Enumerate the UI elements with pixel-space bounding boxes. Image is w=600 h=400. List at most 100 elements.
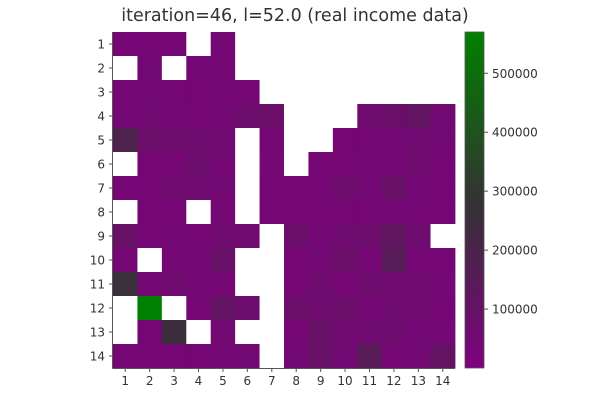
heatmap-cell [381, 272, 407, 297]
heatmap-cell [161, 104, 187, 129]
heatmap-cell [284, 296, 309, 321]
heatmap-cell [284, 344, 309, 369]
x-tick-label: 1 [121, 374, 129, 388]
heatmap-cell [186, 56, 212, 81]
heatmap-cell [381, 248, 407, 273]
heatmap-cell [381, 32, 407, 57]
heatmap-cell [430, 176, 456, 201]
heatmap-cell [186, 32, 212, 57]
heatmap-cell [430, 80, 456, 105]
heatmap-cell [259, 320, 285, 345]
heatmap-cell [430, 128, 456, 153]
y-tick-label: 13 [90, 326, 105, 340]
heatmap-cell [161, 344, 187, 369]
heatmap-cell [332, 104, 358, 129]
y-tick-label: 12 [90, 302, 105, 316]
heatmap-cell [284, 32, 309, 57]
heatmap-cell [259, 56, 285, 81]
colorbar-tick-label: 300000 [492, 185, 538, 199]
heatmap-cell [284, 320, 309, 345]
heatmap-cell [357, 224, 383, 249]
heatmap-cell [308, 80, 334, 105]
heatmap-cell [357, 344, 383, 369]
heatmap-cell [137, 224, 163, 249]
heatmap-cell [210, 248, 236, 273]
x-tick-label: 13 [411, 374, 426, 388]
heatmap-cell [113, 248, 138, 273]
x-tick-label: 6 [244, 374, 252, 388]
x-tick-label: 9 [317, 374, 325, 388]
x-tick-label: 3 [170, 374, 178, 388]
heatmap-cell [113, 224, 138, 249]
heatmap-cell [259, 80, 285, 105]
heatmap-cell [406, 272, 431, 297]
heatmap-cell [210, 152, 236, 177]
heatmap-cell [235, 200, 260, 225]
heatmap-cell [137, 128, 163, 153]
heatmap-cell [235, 56, 260, 81]
heatmap-cell [161, 128, 187, 153]
heatmap-cell [235, 176, 260, 201]
heatmap-cell [186, 344, 212, 369]
heatmap-cell [381, 344, 407, 369]
heatmap-cell [332, 320, 358, 345]
heatmap-cell [113, 80, 138, 105]
heatmap-cell [357, 80, 383, 105]
x-tick-label: 14 [435, 374, 450, 388]
heatmap-cell [332, 200, 358, 225]
heatmap-cell [259, 272, 285, 297]
heatmap-cell [284, 272, 309, 297]
heatmap-cell [308, 104, 334, 129]
x-tick-label: 11 [362, 374, 377, 388]
heatmap-cell [430, 200, 456, 225]
heatmap-cell [332, 248, 358, 273]
heatmap-cell [113, 152, 138, 177]
heatmap-cell [430, 56, 456, 81]
heatmap-cell [137, 104, 163, 129]
heatmap-cell [161, 248, 187, 273]
chart-title: iteration=46, l=52.0 (real income data) [121, 6, 469, 26]
heatmap-cell [381, 176, 407, 201]
x-tick-label: 4 [195, 374, 203, 388]
heatmap-cell [308, 32, 334, 57]
y-tick-label: 11 [90, 278, 105, 292]
heatmap-cell [161, 296, 187, 321]
y-tick-label: 14 [90, 350, 105, 364]
heatmap-cell [210, 296, 236, 321]
heatmap-cell [357, 248, 383, 273]
heatmap-cell [308, 320, 334, 345]
heatmap-cell [161, 224, 187, 249]
heatmap-cell [381, 128, 407, 153]
heatmap-cell [186, 248, 212, 273]
heatmap-cell [210, 32, 236, 57]
heatmap-cell [210, 56, 236, 81]
heatmap-cell [186, 176, 212, 201]
heatmap-cell [308, 248, 334, 273]
heatmap-cell [259, 224, 285, 249]
heatmap-cell [259, 104, 285, 129]
heatmap-cell [113, 344, 138, 369]
heatmap-cell [357, 32, 383, 57]
heatmap-cell [186, 224, 212, 249]
heatmap-cell [406, 32, 431, 57]
y-tick-label: 1 [97, 38, 105, 52]
heatmap-cell [381, 80, 407, 105]
heatmap-cell [308, 152, 334, 177]
heatmap-cell [357, 320, 383, 345]
heatmap-cell [406, 104, 431, 129]
heatmap-cell [161, 272, 187, 297]
heatmap-cell [137, 80, 163, 105]
heatmap-cell [235, 152, 260, 177]
heatmap-cell [430, 224, 456, 249]
heatmap-cell [284, 104, 309, 129]
heatmap-cell [381, 152, 407, 177]
heatmap-cell [210, 272, 236, 297]
heatmap-cell [186, 200, 212, 225]
heatmap-cell [406, 320, 431, 345]
heatmap-cell [235, 248, 260, 273]
heatmap-cell [259, 248, 285, 273]
heatmap-cell [284, 224, 309, 249]
heatmap-cell [308, 200, 334, 225]
heatmap-cell [113, 296, 138, 321]
